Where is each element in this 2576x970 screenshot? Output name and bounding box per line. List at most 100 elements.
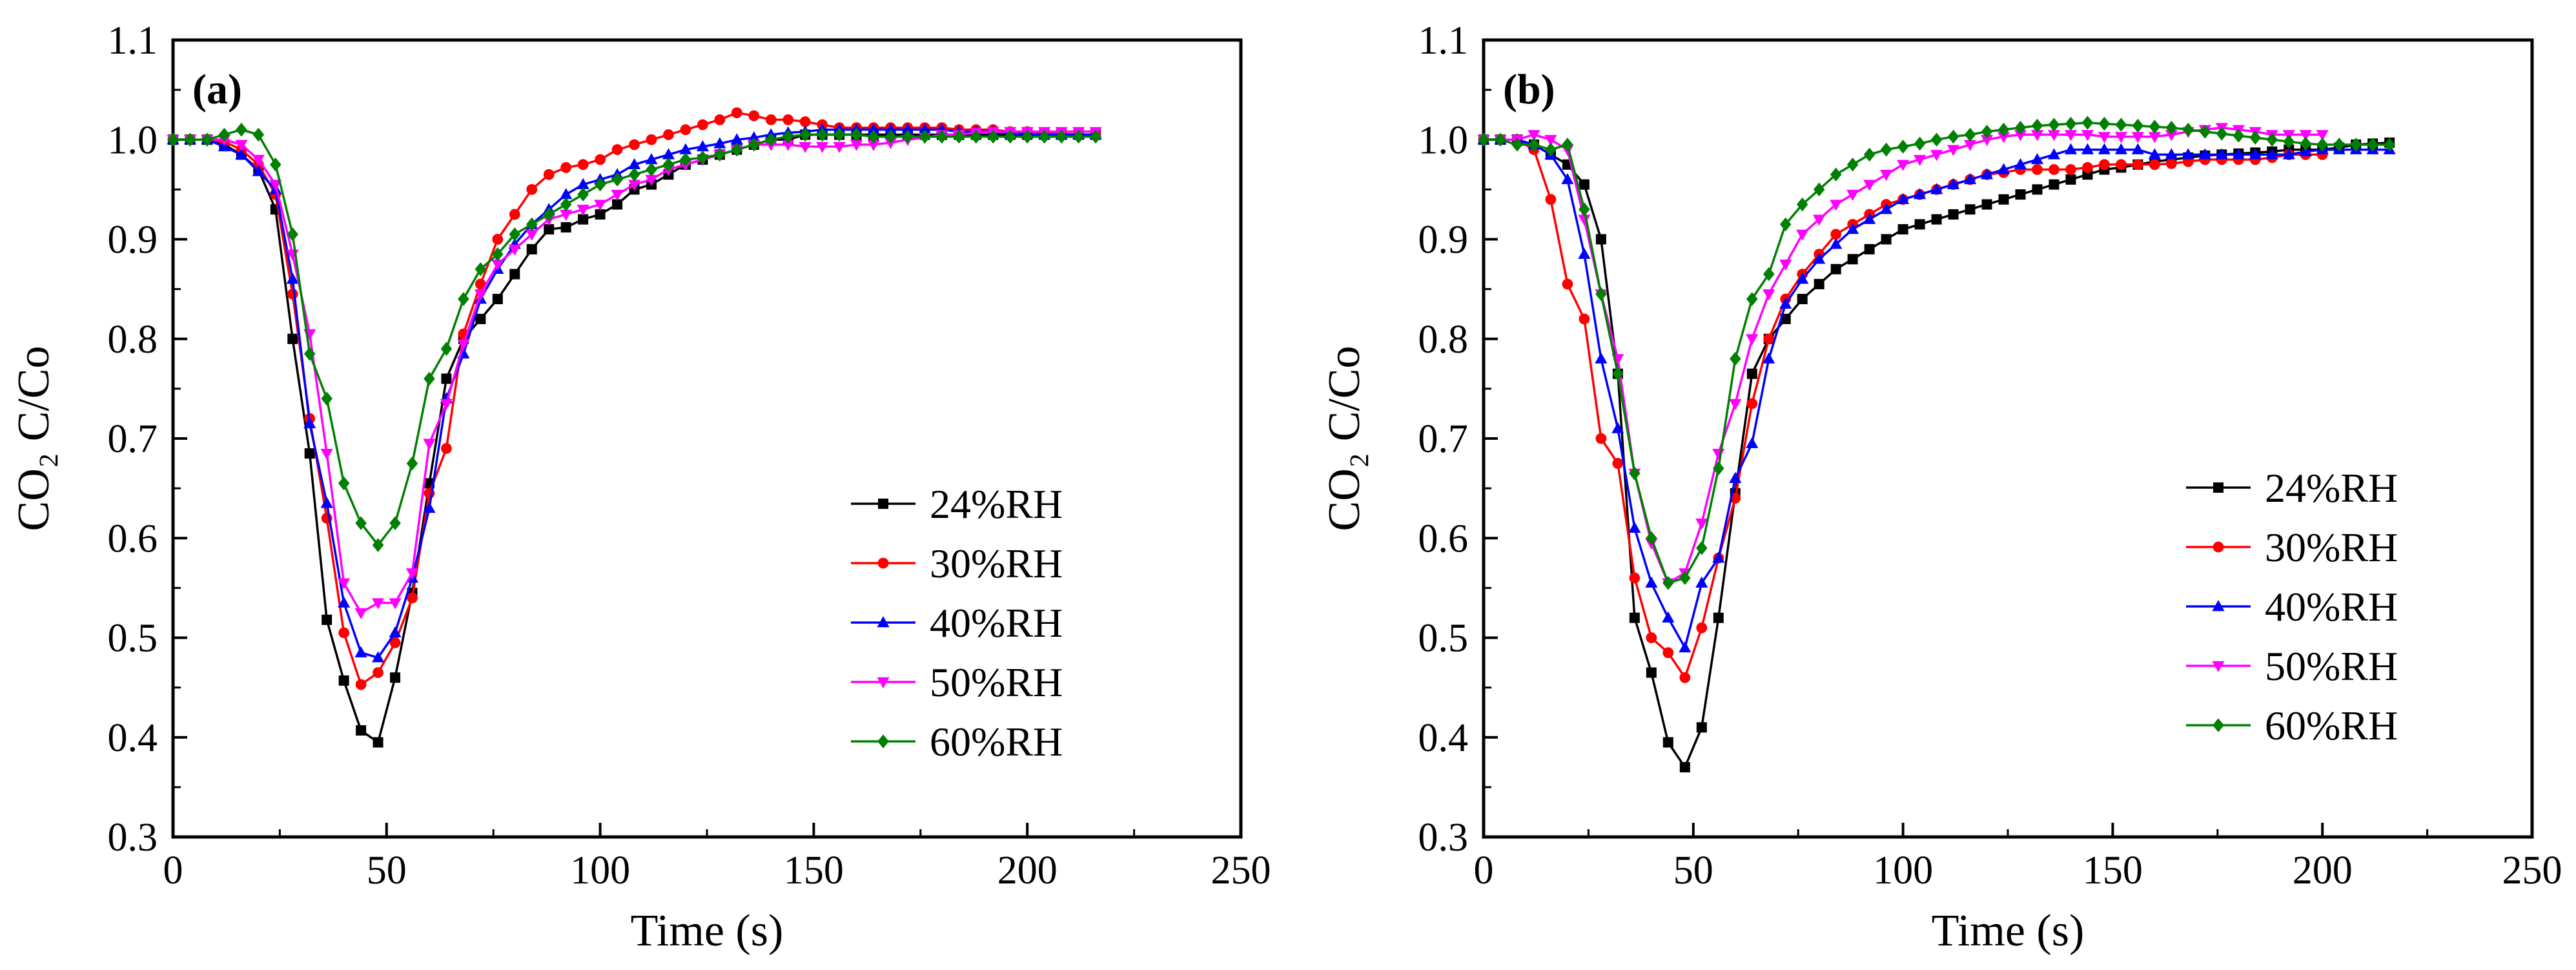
data-point bbox=[1579, 313, 1590, 325]
y-tick-label: 1.1 bbox=[108, 19, 158, 63]
y-tick-label: 0.6 bbox=[1418, 517, 1469, 561]
data-point bbox=[833, 141, 846, 154]
data-point bbox=[338, 627, 350, 639]
data-point bbox=[338, 476, 350, 491]
data-point bbox=[1021, 129, 1033, 144]
data-point bbox=[1881, 234, 1892, 245]
data-point bbox=[1880, 142, 1892, 157]
data-point bbox=[2148, 132, 2161, 143]
data-point bbox=[491, 259, 504, 271]
panel-label: (b) bbox=[1503, 66, 1555, 113]
y-tick-label: 0.4 bbox=[1418, 716, 1469, 760]
y-tick-label: 0.8 bbox=[108, 318, 158, 362]
data-point bbox=[1779, 297, 1792, 309]
x-tick-label: 200 bbox=[997, 849, 1058, 893]
data-point bbox=[918, 123, 932, 135]
data-point bbox=[356, 725, 367, 736]
data-point bbox=[389, 637, 401, 648]
data-point bbox=[2047, 148, 2061, 160]
data-point bbox=[1980, 168, 1994, 180]
legend-marker bbox=[2213, 541, 2224, 553]
data-point bbox=[2081, 130, 2094, 141]
legend: 24%RH 30%RH 40%RH 50%RH 60%RH bbox=[851, 481, 1063, 765]
y-axis-title: CO₂ C/Co bbox=[1320, 346, 1369, 531]
data-point bbox=[354, 646, 367, 657]
data-point bbox=[1056, 129, 1067, 144]
data-point bbox=[1679, 571, 1691, 585]
data-point bbox=[1545, 142, 1557, 157]
data-point bbox=[1930, 183, 1943, 194]
data-point bbox=[2165, 158, 2177, 169]
data-point bbox=[1914, 219, 1925, 230]
data-point bbox=[2098, 116, 2111, 131]
legend-marker bbox=[877, 616, 890, 628]
data-point bbox=[577, 159, 589, 170]
data-point bbox=[1846, 189, 1859, 201]
data-point bbox=[355, 516, 367, 530]
data-point bbox=[1696, 722, 1707, 733]
data-point bbox=[1947, 145, 1960, 156]
data-point bbox=[1814, 278, 1825, 289]
legend-entry: 60%RH bbox=[2186, 703, 2398, 748]
legend-entry: 30%RH bbox=[2186, 524, 2398, 570]
data-point bbox=[201, 132, 213, 147]
data-point bbox=[2014, 158, 2027, 170]
x-axis-title: Time (s) bbox=[1932, 906, 2085, 956]
data-point bbox=[595, 209, 606, 220]
data-point bbox=[1578, 247, 1591, 259]
data-point bbox=[1712, 461, 1724, 476]
data-point bbox=[1780, 313, 1791, 324]
legend-label: 50%RH bbox=[2265, 643, 2398, 689]
data-point bbox=[1847, 254, 1858, 265]
y-tick-label: 1.0 bbox=[1418, 118, 1469, 162]
data-point bbox=[2149, 159, 2160, 170]
data-point bbox=[492, 294, 503, 305]
x-tick-label: 200 bbox=[2293, 849, 2353, 893]
data-point bbox=[2081, 143, 2094, 154]
data-point bbox=[423, 439, 436, 450]
data-point bbox=[1880, 203, 1893, 214]
data-point bbox=[2165, 130, 2178, 141]
data-point bbox=[184, 132, 196, 147]
data-point bbox=[1998, 123, 2010, 137]
data-point bbox=[440, 342, 453, 356]
data-point bbox=[2082, 162, 2093, 173]
data-point bbox=[440, 398, 453, 411]
data-point bbox=[1981, 199, 1992, 210]
data-point bbox=[2032, 164, 2043, 175]
data-point bbox=[2065, 116, 2077, 131]
data-point bbox=[492, 247, 504, 262]
data-point bbox=[901, 123, 914, 135]
data-point bbox=[1913, 188, 1927, 200]
data-point bbox=[1495, 132, 1506, 147]
data-point bbox=[1629, 466, 1641, 480]
data-point bbox=[611, 189, 624, 201]
data-point bbox=[1038, 129, 1050, 144]
data-point bbox=[1746, 437, 1759, 448]
y-tick-label: 0.9 bbox=[108, 218, 158, 262]
data-point bbox=[1629, 612, 1640, 623]
data-point bbox=[2099, 159, 2110, 170]
data-point bbox=[1830, 229, 1842, 240]
data-point bbox=[902, 129, 914, 144]
data-point bbox=[1746, 368, 1757, 379]
y-tick-label: 0.5 bbox=[108, 617, 158, 661]
data-point bbox=[2316, 138, 2328, 152]
data-point bbox=[919, 129, 931, 144]
data-point bbox=[1913, 154, 1927, 167]
data-point bbox=[1746, 398, 1758, 409]
data-point bbox=[611, 172, 623, 187]
data-point bbox=[304, 448, 315, 459]
data-point bbox=[371, 598, 385, 610]
data-point bbox=[1679, 641, 1692, 653]
data-point bbox=[2115, 159, 2127, 170]
data-point bbox=[2049, 179, 2060, 190]
data-point bbox=[2233, 129, 2245, 143]
data-point bbox=[1897, 139, 1909, 154]
x-tick-label: 150 bbox=[784, 849, 844, 893]
chart-panel-b: 0 50 100 150 200 250 0.3 0.4 0.5 0.6 0.7 0.8 0.9 1.0 1… bbox=[1320, 19, 2562, 956]
data-point bbox=[2030, 130, 2044, 141]
data-point bbox=[730, 133, 743, 145]
y-tick-label: 0.6 bbox=[108, 517, 158, 561]
data-point bbox=[1796, 273, 1809, 284]
